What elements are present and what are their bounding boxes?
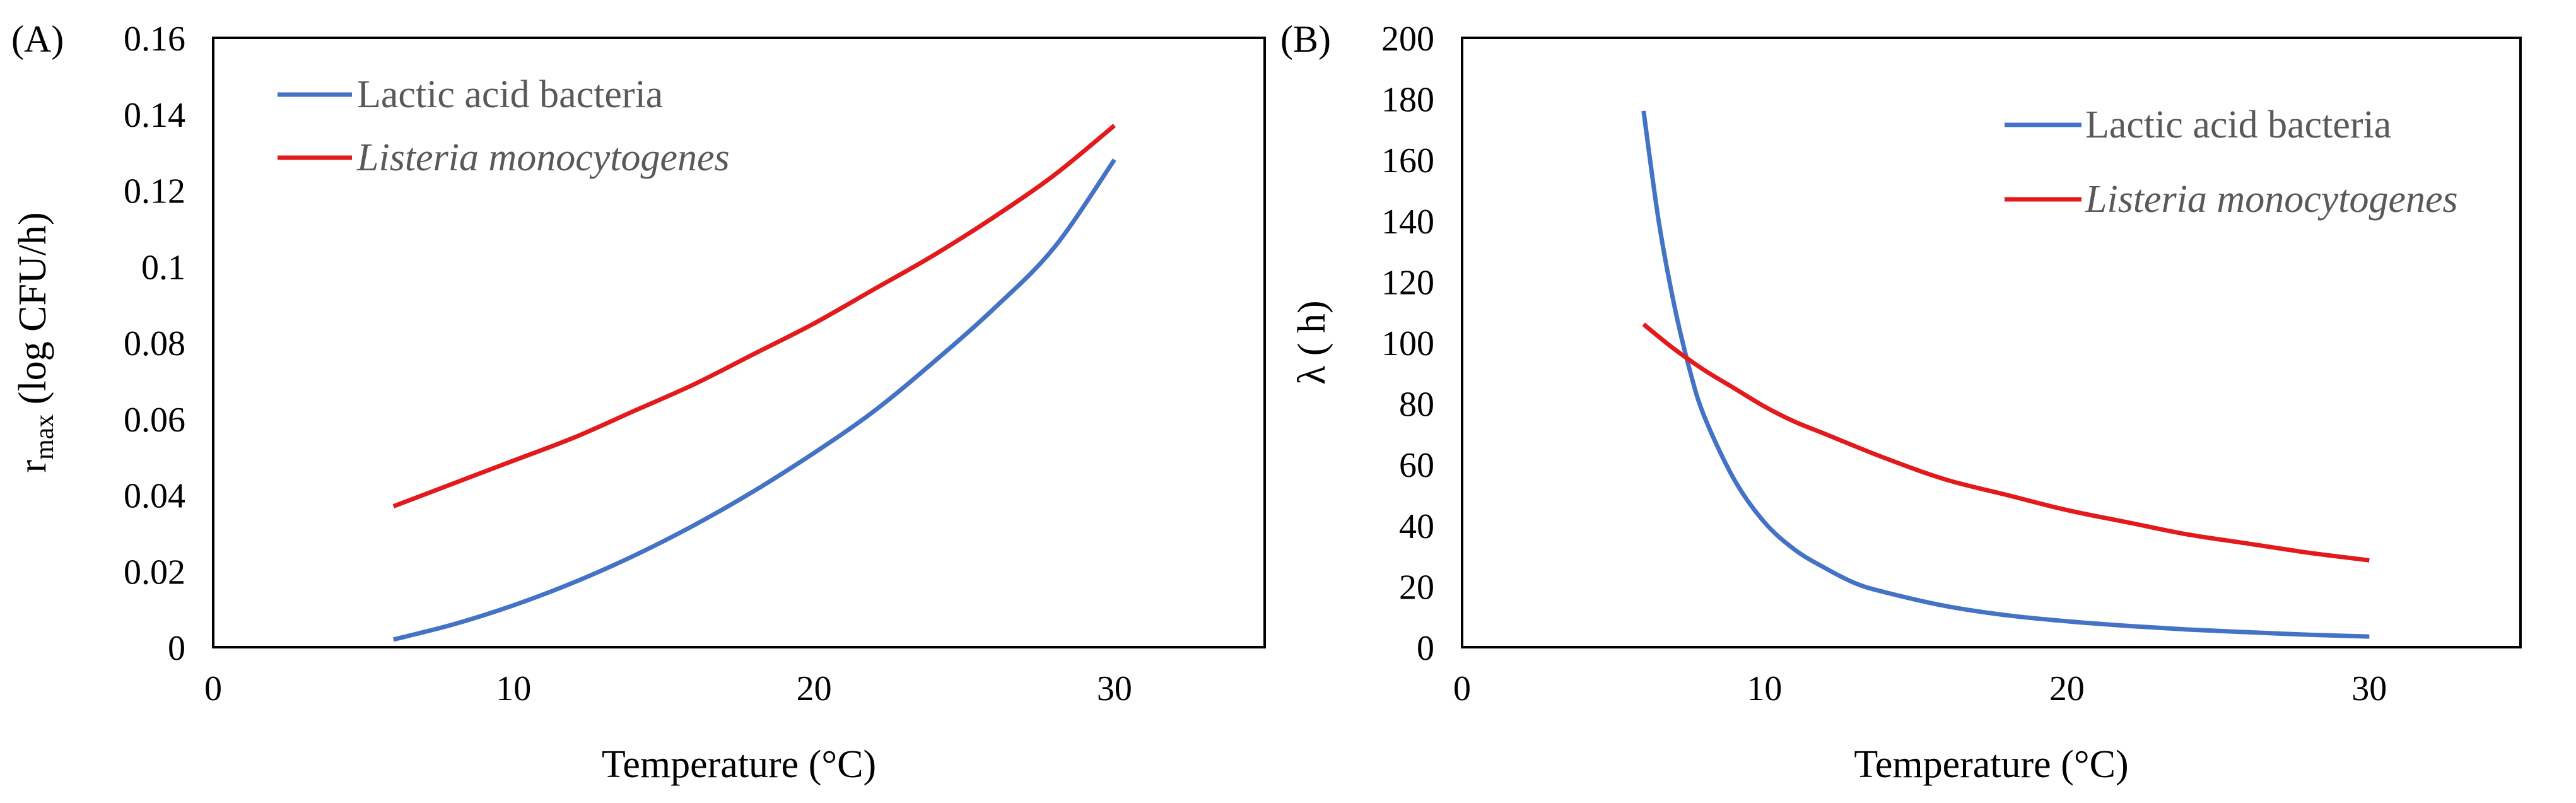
legend-label: Listeria monocytogenes [2085,178,2458,221]
x-tick-label: 20 [2049,669,2085,708]
y-tick-label: 80 [1399,385,1434,425]
x-tick-label: 30 [1097,669,1132,708]
y-tick-label: 60 [1399,446,1434,485]
panel-label: (A) [11,18,64,60]
y-tick-label: 100 [1381,324,1434,363]
y-tick-label: 0.06 [124,401,185,440]
y-tick-label: 140 [1381,202,1434,242]
y-tick-label: 0.02 [124,553,185,592]
x-axis-label: Temperature (°C) [602,743,876,786]
y-tick-label: 180 [1381,81,1434,120]
series-line-listeria-monocytogenes [1642,322,2370,563]
series-line-listeria-monocytogenes [392,124,1116,508]
y-tick-label: 0.12 [124,172,185,211]
y-tick-label: 0.08 [124,324,185,363]
y-tick-label: 0.1 [141,248,185,287]
x-tick-label: 0 [204,669,222,708]
series-line-lactic-acid-bacteria [392,158,1116,642]
y-tick-label: 40 [1399,507,1434,546]
y-axis-label: rmax (log CFU/h) [11,212,59,472]
y-tick-label: 200 [1381,20,1434,59]
y-tick-label: 120 [1381,263,1434,302]
x-axis-label: Temperature (°C) [1854,743,2128,786]
legend-label: Listeria monocytogenes [356,136,730,179]
y-tick-label: 0 [168,629,185,668]
panel-b: (B) 0 20 40 60 80 100 120 140 160 180 200 0 10 20 30 Tem… [1280,18,2522,786]
series-line-lactic-acid-bacteria [1641,110,2370,639]
panel-label: (B) [1280,18,1331,60]
y-tick-label: 160 [1381,141,1434,180]
y-axis-label: λ ( h) [1291,300,1333,384]
x-tick-label: 10 [496,669,531,708]
x-tick-label: 20 [797,669,832,708]
y-tick-label: 20 [1399,568,1434,607]
x-tick-label: 10 [1747,669,1782,708]
y-tick-label: 0.14 [124,96,185,135]
plot-area-frame [212,37,1266,648]
panel-a: (A) 0 0.02 0.04 0.06 0.08 0.1 0.12 0.14 0.16 0 10 20… [11,18,1266,786]
y-tick-label: 0.16 [124,20,185,59]
y-tick-label: 0.04 [124,477,185,516]
y-tick-label: 0 [1417,629,1434,668]
legend-label: Lactic acid bacteria [357,73,663,116]
x-tick-label: 30 [2351,669,2387,708]
plot-area-frame [1461,37,2522,648]
x-tick-label: 0 [1453,669,1471,708]
legend-label: Lactic acid bacteria [2085,103,2391,146]
